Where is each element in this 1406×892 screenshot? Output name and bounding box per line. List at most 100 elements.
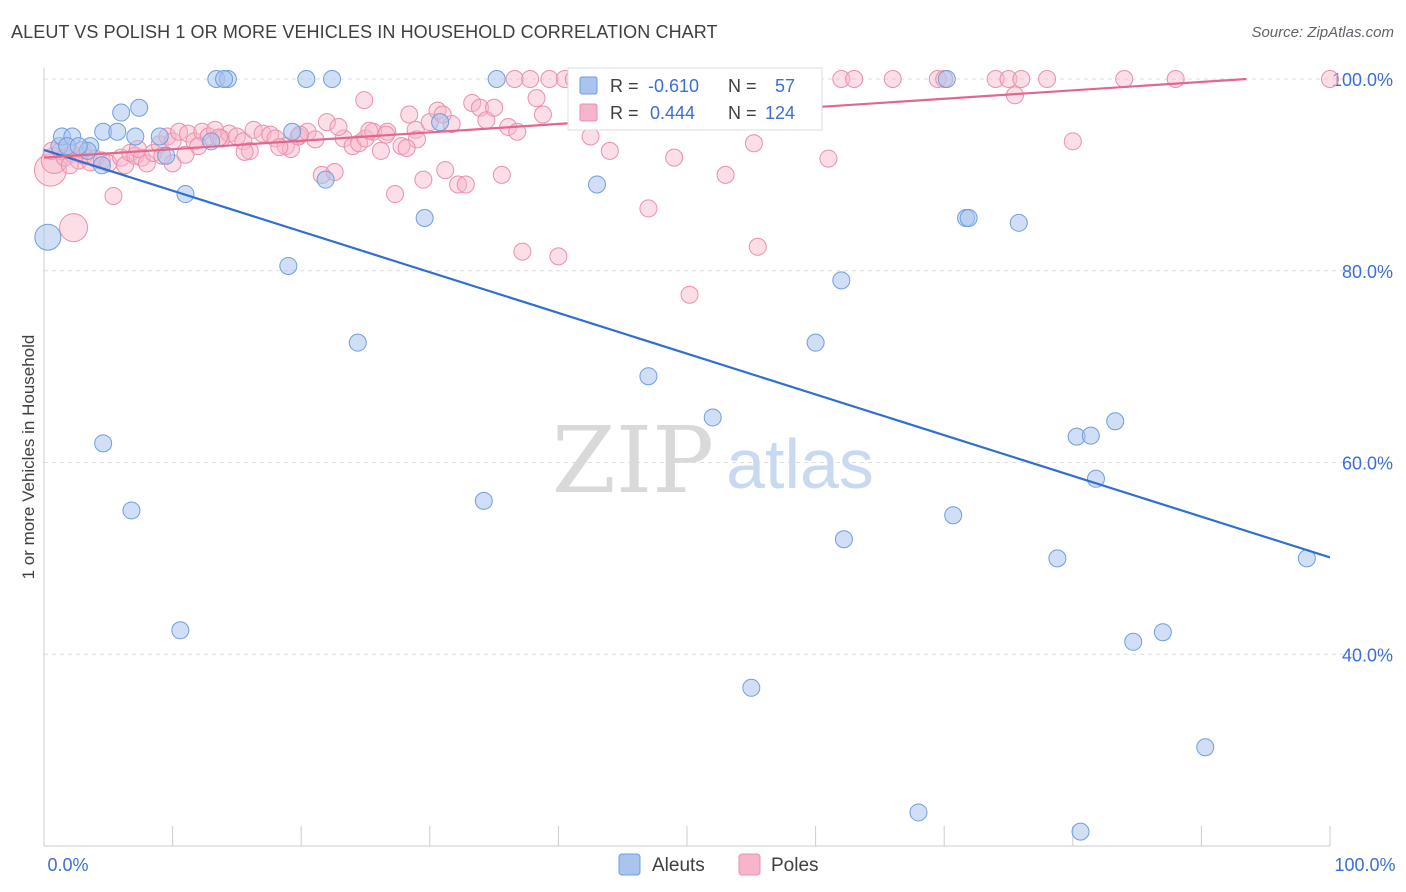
poles-point [456,175,475,194]
poles-point [716,165,735,184]
poles-point [832,70,851,88]
aleuts-point [215,70,234,88]
poles-point [59,213,89,243]
poles-point [505,70,524,88]
y-tick-labels: 40.0% 60.0% 80.0% 100.0% [1332,70,1393,665]
poles-point [400,105,419,124]
aleuts-points [34,70,1316,841]
watermark: ZIP atlas [552,407,874,514]
aleuts-point [959,209,978,228]
aleuts-point [297,70,316,88]
legend-swatch-poles [738,853,761,876]
aleuts-point [112,103,131,122]
aleuts-point [283,122,302,141]
poles-points [33,70,1339,304]
poles-point [436,161,455,180]
poles-point [371,141,390,160]
poles-point [329,117,348,136]
aleuts-point [1124,632,1143,651]
poles-point [137,154,156,173]
watermark-atlas: atlas [726,425,874,503]
poles-point [240,141,259,160]
aleuts-point [415,209,434,228]
poles-point [521,70,540,88]
poles-point [1321,70,1339,88]
poles-point [244,120,263,139]
aleuts-point [323,70,342,88]
aleuts-point [639,367,658,386]
aleuts-point [150,127,169,146]
poles-point [386,185,405,204]
poles-point [581,127,600,146]
x-ticks [43,826,1331,846]
aleuts-point [1071,822,1090,841]
stats-legend-box: R = -0.610 N = 57 R = 0.444 N = 124 [567,67,823,131]
legend-swatch-aleuts [618,853,641,876]
aleuts-point [937,70,956,88]
aleuts-point [806,333,825,352]
poles-point [680,285,699,304]
legend-label-aleuts: Aleuts [652,855,705,876]
watermark-zip: ZIP [552,407,714,514]
poles-point [665,148,684,167]
stats-r-label-poles: R = [610,103,639,123]
poles-point [104,186,123,205]
stats-swatch-poles [579,103,598,122]
x-tick-label-min: 0.0% [47,855,88,875]
poles-point [414,170,433,189]
aleuts-point [944,506,963,525]
poles-point [639,199,658,218]
aleuts-trend-line [43,148,1331,559]
stats-n-label-poles: N = [728,103,757,123]
aleuts-point [126,127,145,146]
y-tick-label: 100.0% [1332,70,1393,90]
poles-point [845,70,864,88]
aleuts-point [474,491,493,510]
aleuts-point [34,223,62,251]
stats-n-value-aleuts: 57 [775,76,795,96]
poles-point [397,139,416,158]
chart-title: ALEUT VS POLISH 1 OR MORE VEHICLES IN HO… [11,22,718,42]
aleuts-point [279,256,298,275]
aleuts-point [1153,623,1172,642]
aleuts-point [1106,412,1125,431]
poles-point [449,175,468,194]
poles-point [33,153,67,187]
aleuts-point [1048,549,1067,568]
aleuts-point [69,137,88,156]
y-axis-label: 1 or more Vehicles in Household [19,335,38,580]
stats-n-label-aleuts: N = [728,76,757,96]
poles-point [1038,70,1057,88]
aleuts-point [832,271,851,290]
legend-label-poles: Poles [771,855,819,876]
aleuts-point [122,501,141,520]
aleuts-point [587,175,606,194]
poles-point [527,89,546,108]
poles-point [485,98,504,117]
aleuts-point [834,530,853,549]
aleuts-point [108,122,127,141]
poles-point [176,145,195,164]
stats-n-value-poles: 124 [765,103,795,123]
poles-point [355,91,374,110]
poles-point [317,113,336,132]
aleuts-point [1081,426,1100,445]
stats-swatch-aleuts [579,76,598,95]
source-credit: Source: ZipAtlas.com [1251,24,1394,41]
poles-point [179,124,198,143]
poles-point [1115,70,1134,88]
aleuts-point [1196,738,1215,757]
aleuts-point [1009,213,1028,232]
aleuts-point [909,803,928,822]
stats-r-value-aleuts: -0.610 [648,76,699,96]
x-tick-label-max: 100.0% [1334,855,1395,875]
poles-point [883,70,902,88]
poles-point [986,70,1005,88]
poles-point [513,242,532,261]
poles-point [744,134,763,153]
grid-lines [44,78,1392,655]
stats-r-label-aleuts: R = [610,76,639,96]
aleuts-point [431,113,450,132]
series-legend: Aleuts Poles [618,853,819,876]
